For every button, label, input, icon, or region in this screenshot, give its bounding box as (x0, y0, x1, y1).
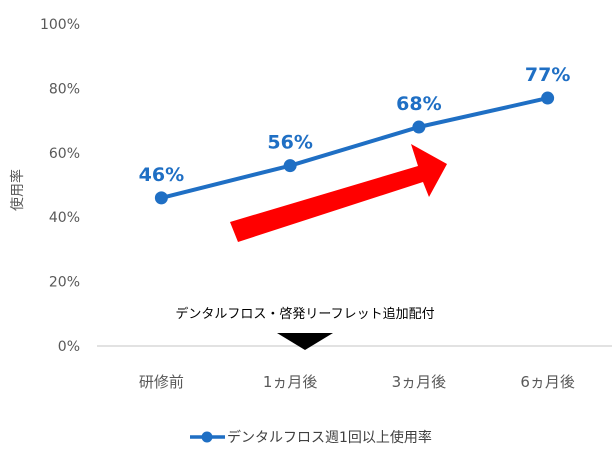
data-label: 77% (525, 64, 570, 86)
data-label: 68% (396, 93, 441, 115)
legend-entry: デンタルフロス週1回以上使用率 (227, 429, 432, 446)
legend: デンタルフロス週1回以上使用率 (190, 429, 432, 446)
x-axis-categories: 研修前 1ヵ月後 3ヵ月後 6ヵ月後 (139, 373, 575, 391)
y-tick-label: 0% (58, 339, 80, 355)
y-axis-label: 使用率 (9, 169, 26, 211)
series-line (160, 96, 549, 200)
data-points (154, 91, 555, 205)
annotation-marker-icon (277, 333, 333, 350)
x-tick-label: 研修前 (139, 373, 184, 391)
data-point (283, 159, 297, 173)
x-tick-label: 6ヵ月後 (520, 373, 575, 391)
data-point (154, 191, 168, 205)
legend-marker-icon (201, 431, 213, 443)
y-axis-ticks: 0% 20% 40% 60% 80% 100% (40, 17, 80, 355)
y-tick-label: 80% (49, 81, 80, 97)
x-tick-label: 1ヵ月後 (263, 373, 318, 391)
data-label: 56% (267, 132, 312, 154)
data-point (412, 120, 426, 134)
annotation-text: デンタルフロス・啓発リーフレット追加配付 (175, 306, 434, 322)
data-label: 46% (139, 164, 184, 186)
y-tick-label: 60% (49, 146, 80, 162)
trend-arrow-icon (230, 144, 447, 242)
data-labels: 46% 56% 68% 77% (139, 64, 571, 186)
x-tick-label: 3ヵ月後 (392, 373, 447, 391)
y-tick-label: 20% (49, 275, 80, 291)
data-point (541, 91, 555, 105)
y-tick-label: 100% (40, 17, 80, 33)
y-tick-label: 40% (49, 210, 80, 226)
